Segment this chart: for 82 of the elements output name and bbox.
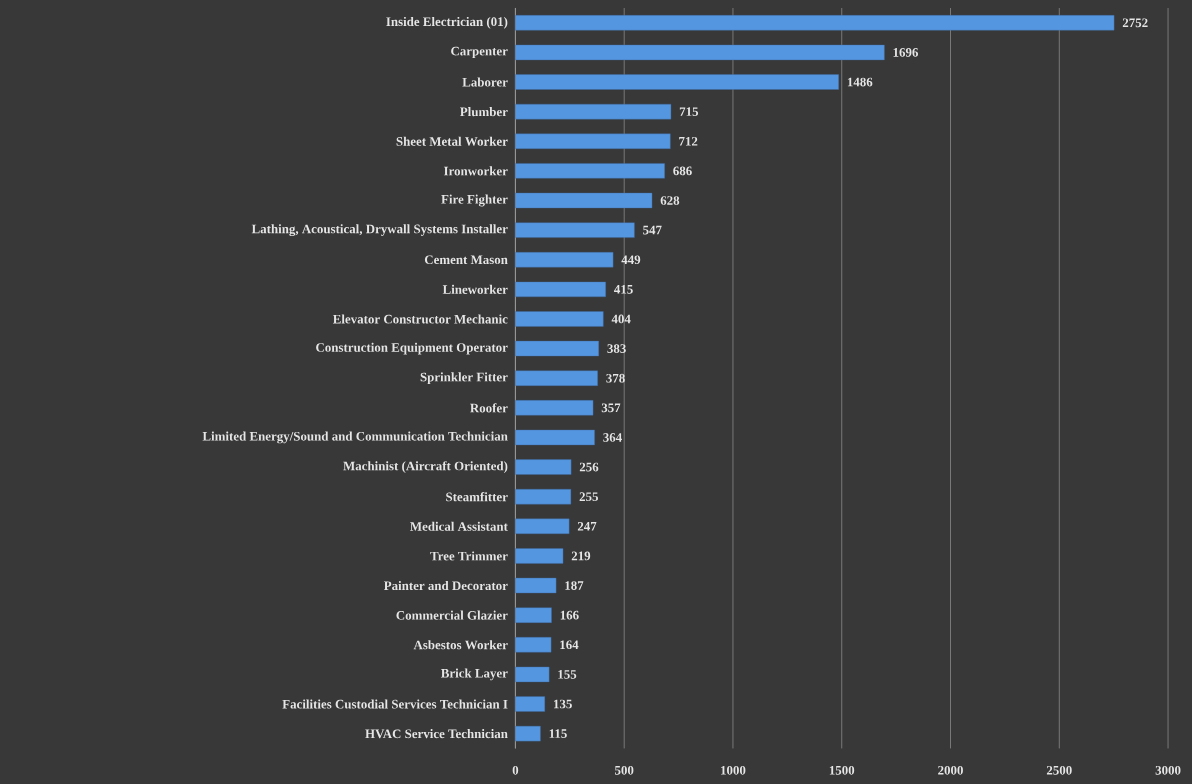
bar [515, 251, 614, 268]
y-tick-label: Plumber [460, 106, 508, 117]
data-label: 247 [577, 521, 597, 531]
data-label: 715 [679, 107, 699, 116]
y-tick-label: Sheet Metal Worker [396, 136, 508, 146]
y-tick-label: Roofer [470, 403, 508, 413]
x-tick-label: 1000 [721, 765, 746, 775]
x-tick-label: 0 [512, 765, 519, 775]
data-label: 255 [579, 492, 598, 501]
data-label: 712 [679, 136, 698, 146]
data-label: 115 [549, 729, 567, 738]
bar [515, 725, 541, 742]
bar [515, 636, 552, 653]
bar [515, 488, 572, 505]
data-label: 187 [565, 581, 584, 590]
data-label: 357 [601, 403, 621, 412]
y-tick-label: Lathing, Acoustical, Drywall Systems Installer [251, 224, 508, 236]
bar [515, 163, 665, 179]
data-label: 256 [579, 462, 599, 472]
data-label: 1696 [893, 47, 919, 57]
bar [515, 192, 653, 209]
x-tick-label: 2500 [1046, 765, 1072, 775]
y-tick-label: Tree Trimmer [430, 551, 508, 561]
data-label: 1486 [847, 77, 873, 87]
data-label: 628 [660, 195, 680, 205]
data-label: 2752 [1122, 18, 1148, 27]
bar [515, 281, 606, 297]
y-tick-label: Lineworker [442, 284, 508, 294]
y-tick-label: Carpenter [451, 46, 508, 58]
y-tick-label: Laborer [462, 77, 508, 87]
bar [515, 44, 885, 60]
bar [515, 133, 671, 149]
data-label: 164 [560, 640, 579, 649]
bar [515, 14, 1115, 31]
y-tick-label: Facilities Custodial Services Technician I [282, 699, 508, 709]
y-tick-label: Fire Fighter [441, 194, 508, 207]
y-tick-label: Elevator Constructor Mechanic [332, 314, 508, 324]
x-tick-label: 2000 [938, 765, 963, 775]
bar [515, 577, 557, 594]
y-tick-label: Steamfitter [446, 491, 508, 502]
data-label: 547 [643, 225, 662, 235]
y-tick-label: Cement Mason [424, 255, 508, 264]
x-tick-label: 1500 [829, 765, 855, 775]
bar [515, 103, 672, 120]
data-label: 364 [603, 432, 622, 442]
y-tick-label: Construction Equipment Operator [316, 342, 508, 355]
bar [515, 429, 595, 445]
y-tick-label: Brick Layer [441, 668, 508, 681]
bar [515, 370, 598, 386]
bar [515, 696, 545, 712]
bar [515, 74, 839, 90]
data-label: 155 [558, 669, 577, 679]
bar [515, 340, 599, 357]
bar [515, 548, 564, 564]
y-tick-label: Machinist (Aircraft Oriented) [343, 460, 508, 473]
bar [515, 311, 604, 327]
y-tick-label: Ironworker [443, 166, 508, 176]
data-label: 219 [571, 551, 591, 561]
x-tick-label: 500 [615, 765, 634, 775]
bar [515, 399, 594, 416]
bar [515, 459, 572, 475]
data-label: 378 [606, 373, 625, 383]
y-tick-label: Limited Energy/Sound and Communication Technician [202, 431, 508, 444]
data-label: 404 [611, 314, 631, 324]
y-tick-label: Commercial Glazier [396, 610, 508, 620]
bar [515, 666, 550, 682]
y-tick-label: HVAC Service Technician [365, 728, 508, 739]
bar [515, 518, 570, 534]
y-tick-label: Asbestos Worker [413, 640, 508, 650]
data-label: 686 [673, 166, 692, 176]
data-label: 449 [621, 255, 641, 264]
y-tick-label: Medical Assistant [410, 521, 508, 531]
x-tick-label: 3000 [1155, 765, 1181, 775]
y-tick-label: Sprinkler Fitter [420, 372, 508, 384]
y-tick-label: Painter and Decorator [383, 580, 508, 590]
data-label: 166 [560, 610, 579, 620]
data-label: 135 [554, 699, 572, 709]
bar [515, 607, 552, 623]
data-label: 415 [614, 284, 633, 294]
bar [515, 222, 635, 238]
y-tick-label: Inside Electrician (01) [386, 16, 508, 29]
data-label: 383 [607, 344, 626, 353]
